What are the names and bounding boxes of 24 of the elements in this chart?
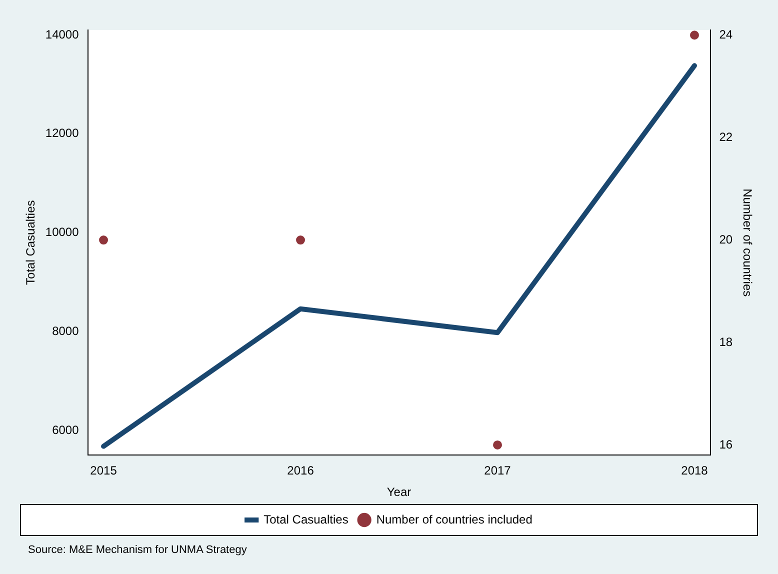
legend-label: Total Casualties — [264, 512, 348, 526]
point — [99, 236, 108, 245]
y2-axis-title: Number of countries — [740, 188, 754, 297]
point — [296, 236, 306, 245]
y2-tick-label: 24 — [719, 27, 733, 42]
y2-tick-label: 22 — [719, 130, 733, 144]
y-tick-label: 8000 — [52, 324, 80, 338]
x-tick-label: 2015 — [90, 464, 118, 478]
y-axis-title: Total Casualties — [24, 200, 38, 285]
x-axis-title: Year — [386, 485, 412, 500]
y-tick-label: 6000 — [52, 422, 80, 437]
legend-label: Number of countries included — [376, 512, 532, 526]
y2-tick-label: 18 — [719, 334, 733, 349]
y-tick-label: 12000 — [45, 126, 80, 140]
point — [493, 440, 502, 450]
source-note: Source: M&E Mechanism for UNMA Strategy — [28, 544, 247, 556]
point — [690, 30, 699, 40]
y2-tick-label: 20 — [719, 232, 733, 246]
x-tick-label: 2018 — [681, 464, 708, 478]
y-tick-label: 14000 — [45, 27, 80, 42]
x-tick-label: 2017 — [484, 464, 512, 478]
y-tick-label: 10000 — [45, 225, 80, 240]
y2-tick-label: 16 — [719, 437, 733, 452]
x-tick-label: 2016 — [287, 464, 314, 478]
